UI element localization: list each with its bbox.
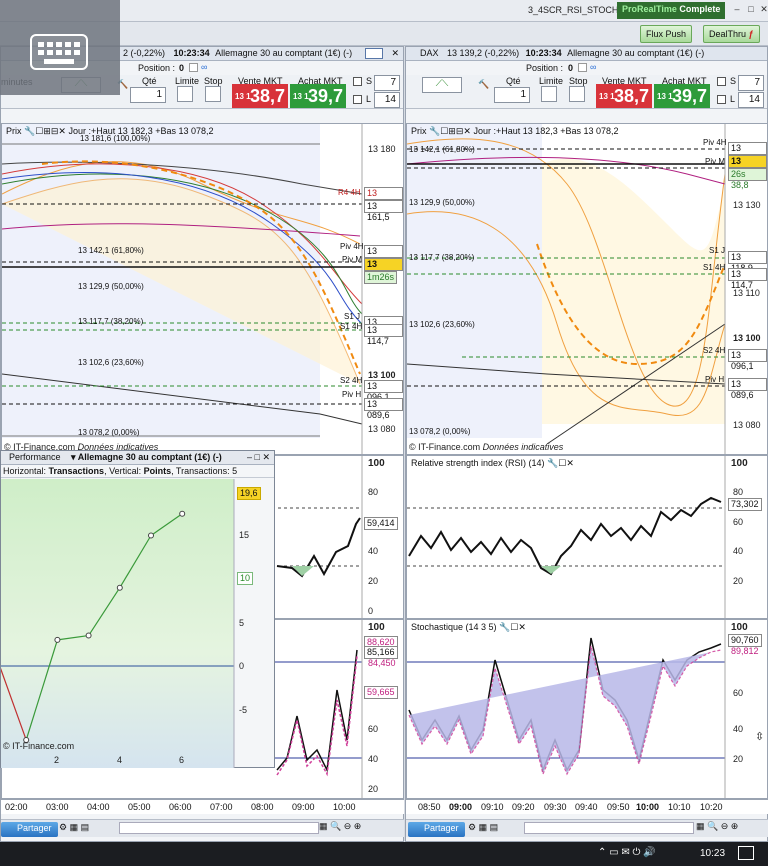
right-stoch-svg: [407, 620, 726, 798]
performance-segment: [119, 535, 152, 589]
right-scrollbar[interactable]: [524, 822, 694, 834]
taskbar: ⌃ ▭ ✉ ⏻ 🔊 10:23: [0, 842, 768, 866]
performance-point: [179, 510, 186, 517]
right-rsi-svg: [407, 456, 726, 618]
close-icon[interactable]: ✕: [760, 4, 768, 14]
performance-chart: 19,6 15 10 5 0 -5 © IT-Finance.com 2 4 6: [0, 479, 274, 768]
right-time-axis: 08:50 09:00 09:10 09:20 09:30 09:40 09:5…: [406, 799, 768, 814]
performance-segment: [25, 639, 58, 741]
right-trading-panel: DAX 13 139,2 (-0,22%) 10:23:34 Allemagne…: [405, 46, 768, 842]
l-value-input[interactable]: 14: [374, 92, 400, 108]
zoom-icons[interactable]: ▦ 🔍 ⊖ ⊕: [319, 821, 362, 831]
right-limit-toggle[interactable]: [541, 86, 557, 102]
flux-push-button[interactable]: Flux Push: [640, 25, 693, 43]
limit-toggle[interactable]: [177, 86, 193, 102]
right-stoch-chart[interactable]: Stochastique (14 3 5) 🔧☐✕ 100 90,760 89,…: [406, 619, 768, 799]
right-s-value-input[interactable]: 7: [738, 75, 764, 91]
panel-close-icon[interactable]: ✕: [391, 48, 399, 58]
tools-icons[interactable]: ⚙ ▦ ▤: [59, 822, 90, 832]
taskbar-clock: 10:23: [700, 848, 726, 859]
performance-header: Performance ▾ Allemagne 30 au comptant (…: [1, 451, 274, 465]
left-bottom-toolbar: Partager ⚙ ▦ ▤ ▦ 🔍 ⊖ ⊕: [1, 819, 404, 837]
resize-cursor-icon: ⇳: [755, 731, 765, 743]
prorealtime-badge: ProRealTime Complete: [617, 2, 726, 19]
quantity-input[interactable]: 1: [130, 87, 166, 103]
right-bottom-toolbar: Partager ⚙ ▦ ▤ ▦ 🔍 ⊖ ⊕: [406, 819, 768, 837]
right-rsi-chart[interactable]: Relative strength index (RSI) (14) 🔧☐✕ 1…: [406, 455, 768, 619]
sell-market-button[interactable]: 13 1 38,7: [232, 84, 288, 108]
minimize-icon[interactable]: –: [734, 4, 740, 14]
performance-segment: [57, 634, 89, 641]
stoch-toolbar-icons[interactable]: 🔧☐✕: [499, 622, 526, 632]
secondary-toolbar: Flux Push DealThru ƒ: [0, 22, 768, 46]
right-order-row: ⟋⟍ 🔨 Qté 1 Limite Stop Vente MKT 13 1 38,…: [406, 75, 767, 109]
performance-point: [148, 532, 154, 539]
right-price-svg: [407, 124, 726, 454]
left-scrollbar[interactable]: [119, 822, 319, 834]
window-title: 3_4SCR_RSI_STOCH: [528, 5, 619, 15]
performance-point: [85, 632, 92, 639]
performance-instrument[interactable]: ▾ Allemagne 30 au comptant (1€) (-): [71, 452, 222, 462]
performance-point: [23, 736, 30, 743]
performance-point: [116, 584, 123, 591]
left-price-svg: [2, 124, 363, 454]
right-chart-title: Prix 🔧☐⊞⊟✕ Jour :+Haut 13 182,3 +Bas 13 …: [411, 126, 619, 136]
s-checkbox[interactable]: [353, 77, 362, 86]
maximize-icon[interactable]: □: [748, 4, 754, 14]
right-share-button[interactable]: Partager: [408, 822, 465, 837]
performance-segment: [0, 665, 27, 741]
performance-window-controls[interactable]: – □ ✕: [247, 452, 270, 462]
left-chart-title: Prix 🔧☐⊞⊟✕ Jour :+Haut 13 182,3 +Bas 13 …: [6, 126, 214, 136]
performance-svg: [0, 479, 235, 768]
right-sell-market-button[interactable]: 13 1 38,7: [596, 84, 652, 108]
right-position-row: Position : 0 ∞: [526, 62, 597, 73]
chart-toolbar-icons[interactable]: 🔧☐⊞⊟✕: [24, 126, 66, 136]
on-screen-keyboard-button[interactable]: [0, 0, 120, 95]
keyboard-mode-icon[interactable]: [365, 48, 383, 59]
right-tools-icons[interactable]: ⚙ ▦ ▤: [468, 822, 499, 832]
right-quantity-input[interactable]: 1: [494, 87, 530, 103]
rsi-toolbar-icons[interactable]: 🔧☐✕: [547, 458, 574, 468]
performance-segment: [88, 587, 121, 636]
right-stop-toggle[interactable]: [569, 86, 585, 102]
right-rsi-title: Relative strength index (RSI) (14) 🔧☐✕: [411, 458, 574, 468]
right-stoch-title: Stochastique (14 3 5) 🔧☐✕: [411, 622, 526, 632]
s-value-input[interactable]: 7: [374, 75, 400, 91]
left-price-chart[interactable]: Prix 🔧☐⊞⊟✕ Jour :+Haut 13 182,3 +Bas 13 …: [1, 123, 404, 455]
left-share-button[interactable]: Partager: [1, 822, 58, 837]
dealthru-logo-icon: ƒ: [748, 29, 754, 39]
tray-icons[interactable]: ⌃ ▭ ✉ ⏻ 🔊: [598, 847, 656, 858]
right-buy-market-button[interactable]: 13 1 39,7: [654, 84, 710, 108]
right-position-close-icon[interactable]: [578, 63, 587, 72]
title-bar: 3_4SCR_RSI_STOCH ProRealTime Complete – …: [0, 0, 768, 22]
right-l-checkbox[interactable]: [717, 95, 726, 104]
position-link-icon[interactable]: ∞: [201, 62, 208, 72]
right-price-chart[interactable]: Prix 🔧☐⊞⊟✕ Jour :+Haut 13 182,3 +Bas 13 …: [406, 123, 768, 455]
right-zoom-icons[interactable]: ▦ 🔍 ⊖ ⊕: [696, 821, 739, 831]
position-close-icon[interactable]: [189, 63, 198, 72]
right-chart-type-icon[interactable]: ⟋⟍: [422, 77, 462, 93]
performance-subtitle: Horizontal: Transactions, Vertical: Poin…: [1, 465, 274, 478]
buy-market-button[interactable]: 13 1 39,7: [290, 84, 346, 108]
right-position-link-icon[interactable]: ∞: [590, 62, 597, 72]
notifications-icon[interactable]: [738, 846, 754, 860]
performance-point: [54, 636, 61, 643]
performance-segment: [150, 513, 183, 536]
hammer-icon[interactable]: 🔨: [117, 79, 129, 89]
right-chart-toolbar-icons[interactable]: 🔧☐⊞⊟✕: [429, 126, 471, 136]
right-hammer-icon[interactable]: 🔨: [478, 79, 490, 89]
right-header: DAX 13 139,2 (-0,22%) 10:23:34 Allemagne…: [406, 47, 767, 61]
position-row: Position : 0 ∞: [138, 62, 208, 73]
stop-toggle[interactable]: [205, 86, 221, 102]
l-checkbox[interactable]: [353, 95, 362, 104]
keyboard-icon: [30, 34, 88, 70]
deal-thru-button[interactable]: DealThru ƒ: [703, 25, 760, 43]
performance-window[interactable]: Performance ▾ Allemagne 30 au comptant (…: [0, 450, 275, 768]
right-l-value-input[interactable]: 14: [738, 92, 764, 108]
right-s-checkbox[interactable]: [717, 77, 726, 86]
left-time-axis: 02:00 03:00 04:00 05:00 06:00 07:00 08:0…: [1, 799, 404, 814]
